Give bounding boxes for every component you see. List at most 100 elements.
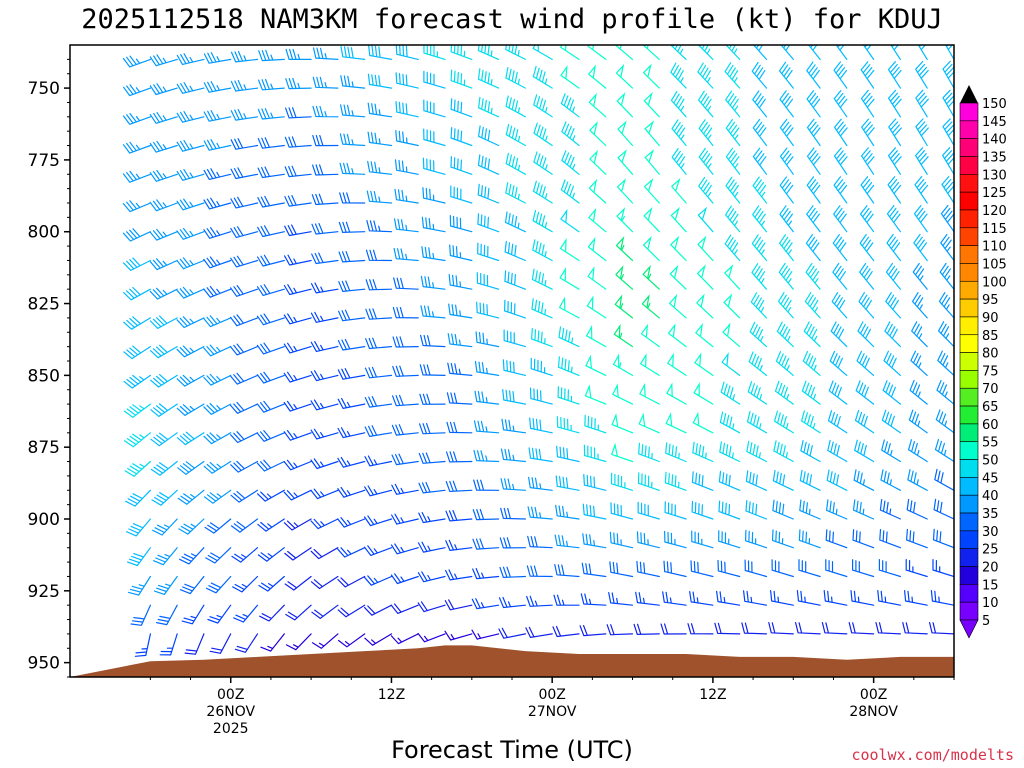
wind-barb	[752, 147, 768, 175]
wind-barb	[614, 294, 634, 319]
wind-barb	[806, 118, 821, 147]
wind-barb	[445, 569, 473, 581]
chart-title: 2025112518 NAM3KM forecast wind profile …	[81, 4, 943, 35]
wind-barb	[725, 205, 741, 233]
wind-barb	[390, 603, 419, 614]
wind-barb	[393, 247, 419, 262]
wind-barb	[531, 268, 553, 290]
wind-barb	[391, 513, 419, 525]
wind-barb	[908, 439, 928, 463]
wind-barb	[697, 206, 714, 233]
wind-barb	[337, 486, 366, 498]
wind-barb	[392, 306, 419, 319]
colorbar-segment	[959, 102, 979, 122]
wind-barb	[419, 423, 446, 435]
wind-barb	[610, 472, 634, 491]
wind-barb	[364, 633, 393, 646]
wind-barb	[615, 265, 634, 290]
wind-barb	[390, 573, 419, 585]
wind-barb	[860, 205, 875, 233]
colorbar-segment	[959, 334, 979, 353]
wind-barb	[311, 633, 339, 649]
wind-barb	[310, 341, 339, 352]
colorbar-segment	[959, 601, 979, 621]
wind-barb	[663, 560, 687, 578]
wind-barb	[473, 479, 500, 491]
wind-barb	[666, 382, 687, 405]
wind-barb	[718, 470, 741, 491]
wind-barb	[771, 559, 794, 578]
wind-barb	[285, 604, 312, 621]
wind-barb	[257, 489, 285, 502]
wind-barb	[231, 547, 259, 563]
wind-barb	[776, 321, 794, 348]
wind-barb	[149, 83, 178, 96]
y-tick-label: 800	[28, 223, 60, 243]
wind-barb	[529, 417, 553, 434]
wind-barb	[365, 279, 393, 291]
wind-barb	[340, 45, 366, 60]
wind-barb	[124, 432, 151, 448]
wind-barb	[640, 323, 660, 348]
colorbar-segment	[959, 548, 979, 567]
wind-barb	[449, 215, 473, 233]
credit-text: coolwx.com/modelts	[851, 746, 1014, 764]
wind-barb	[798, 529, 821, 549]
wind-barb	[611, 413, 634, 434]
wind-barb	[528, 476, 553, 491]
colorbar-label: 15	[982, 578, 999, 593]
wind-barb	[450, 69, 473, 89]
wind-barb	[284, 254, 312, 266]
wind-barb	[697, 62, 714, 89]
wind-barb	[860, 89, 875, 118]
wind-barb	[125, 489, 151, 507]
wind-barb	[913, 205, 928, 233]
wind-barb	[256, 430, 285, 442]
wind-barb	[669, 264, 687, 290]
wind-barb	[445, 539, 473, 551]
wind-barb	[833, 90, 848, 118]
wind-barb	[122, 141, 151, 154]
wind-barb	[230, 285, 259, 297]
wind-barb	[609, 561, 634, 578]
colorbar-label: 85	[982, 329, 999, 344]
wind-barb	[130, 604, 151, 626]
wind-barb	[671, 148, 687, 175]
wind-barb	[853, 469, 875, 491]
wind-barb	[258, 49, 285, 62]
wind-barb	[553, 594, 580, 606]
wind-barb	[284, 547, 312, 561]
wind-barb	[176, 316, 205, 329]
wind-barb	[884, 321, 901, 348]
wind-barb	[283, 400, 312, 412]
wind-barb	[641, 294, 660, 319]
wind-barb	[912, 292, 928, 319]
wind-barb	[606, 624, 634, 636]
wind-barb	[176, 53, 205, 65]
wind-barb	[904, 590, 928, 606]
wind-barb	[283, 342, 312, 354]
colorbar-segment	[959, 477, 979, 496]
wind-barb	[505, 152, 526, 175]
wind-barb	[284, 136, 312, 148]
wind-barb	[644, 178, 660, 204]
wind-barb	[716, 590, 741, 606]
wind-barb	[580, 593, 607, 606]
wind-barb	[505, 123, 526, 147]
wind-barb	[668, 323, 687, 348]
wind-barb	[203, 344, 232, 357]
wind-barb	[310, 311, 339, 323]
wind-barb	[122, 113, 151, 125]
wind-barb	[498, 627, 526, 639]
wind-barb	[907, 469, 928, 491]
wind-barb	[122, 200, 151, 213]
wind-barb	[643, 91, 660, 118]
wind-barb	[230, 167, 259, 180]
wind-barb	[724, 234, 741, 262]
wind-barb	[671, 177, 687, 204]
wind-barb	[637, 472, 660, 491]
wind-barb	[123, 286, 151, 301]
wind-barb	[533, 122, 553, 147]
wind-barb	[203, 460, 232, 474]
colorbar-segment	[959, 352, 979, 371]
